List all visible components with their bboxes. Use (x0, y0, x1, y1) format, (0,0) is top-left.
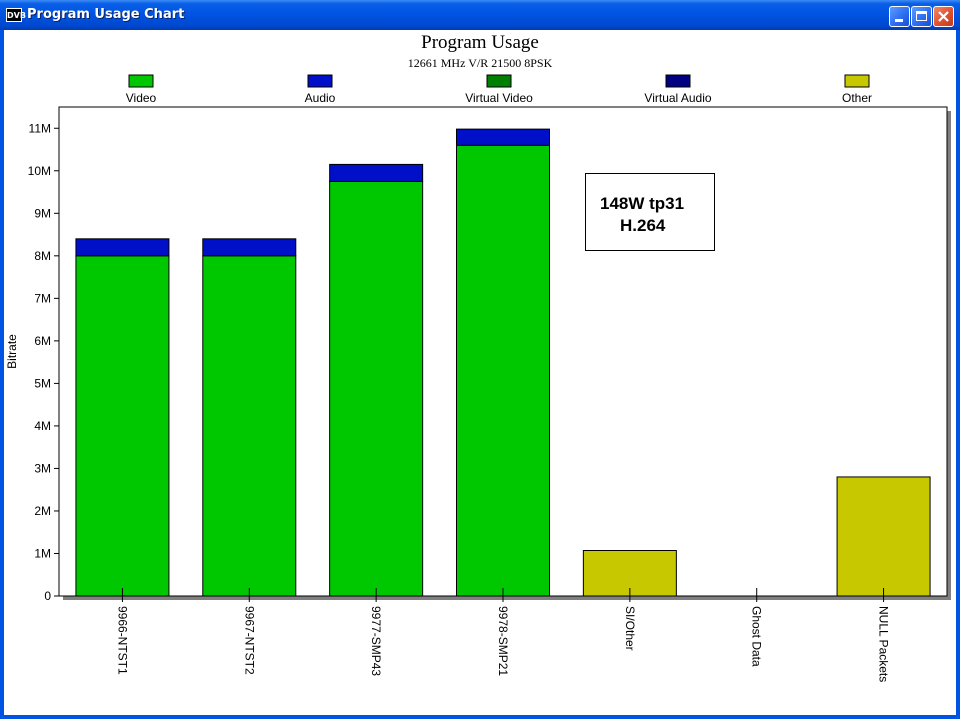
y-tick-label: 9M (34, 206, 51, 220)
y-tick-label: 4M (34, 419, 51, 433)
bar-segment (202, 238, 297, 257)
window-title: Program Usage Chart (27, 7, 185, 22)
legend-label: Virtual Audio (644, 91, 711, 105)
maximize-icon (916, 11, 927, 21)
bar-segment (202, 255, 297, 597)
x-tick-label: 9977-SMP43 (369, 606, 383, 676)
x-tick-label: 9967-NTST2 (242, 606, 256, 675)
y-tick-label: 10M (28, 164, 51, 178)
chart-svg: Program Usage 12661 MHz V/R 21500 8PSK Vid… (5, 32, 951, 682)
chart-subtitle: 12661 MHz V/R 21500 8PSK (408, 56, 553, 70)
legend-swatch (486, 74, 512, 88)
x-tick-label: NULL Packets (877, 606, 891, 682)
close-icon (938, 11, 949, 22)
y-axis-label: Bitrate (5, 334, 19, 369)
bar-segment (456, 144, 550, 597)
bar-segment (836, 476, 931, 597)
legend-swatch (128, 74, 154, 88)
title-bar[interactable]: DVB Program Usage Chart (0, 0, 960, 30)
bar-segment (456, 128, 550, 146)
x-tick-label: 9978-SMP21 (496, 606, 510, 676)
bar-segment (75, 255, 170, 597)
y-tick-label: 8M (34, 249, 51, 263)
legend-label: Virtual Video (465, 91, 533, 105)
dvb-app-icon[interactable]: DVB (6, 8, 26, 22)
x-tick-label: 9966-NTST1 (115, 606, 129, 675)
y-tick-label: 0 (44, 589, 51, 603)
y-tick-label: 1M (34, 546, 51, 560)
annotation-line-2: H.264 (620, 216, 666, 235)
bar-segment (329, 163, 424, 182)
legend-swatch (844, 74, 870, 88)
legend-label: Audio (305, 91, 336, 105)
y-tick-label: 11M (29, 121, 51, 135)
legend-swatch (665, 74, 691, 88)
legend-label: Video (126, 91, 157, 105)
bar-segment (75, 238, 170, 257)
chart-title: Program Usage (421, 32, 539, 53)
annotation-box: 148W tp31 H.264 (585, 173, 715, 251)
maximize-button[interactable] (911, 6, 932, 27)
x-tick-label: SI/Other (623, 606, 637, 651)
bar-segment (329, 180, 424, 597)
close-button[interactable] (933, 6, 954, 27)
y-tick-label: 6M (34, 334, 51, 348)
minimize-icon (895, 19, 903, 22)
x-tick-label: Ghost Data (750, 606, 764, 667)
y-tick-label: 3M (34, 461, 51, 475)
legend-label: Other (842, 91, 872, 105)
annotation-line-1: 148W tp31 (600, 194, 685, 213)
y-tick-label: 7M (34, 291, 51, 305)
minimize-button[interactable] (889, 6, 910, 27)
y-tick-label: 5M (34, 376, 51, 390)
legend-swatch (307, 74, 333, 88)
chart-panel: Program Usage 12661 MHz V/R 21500 8PSK Vid… (4, 30, 956, 715)
y-tick-label: 2M (34, 504, 51, 518)
